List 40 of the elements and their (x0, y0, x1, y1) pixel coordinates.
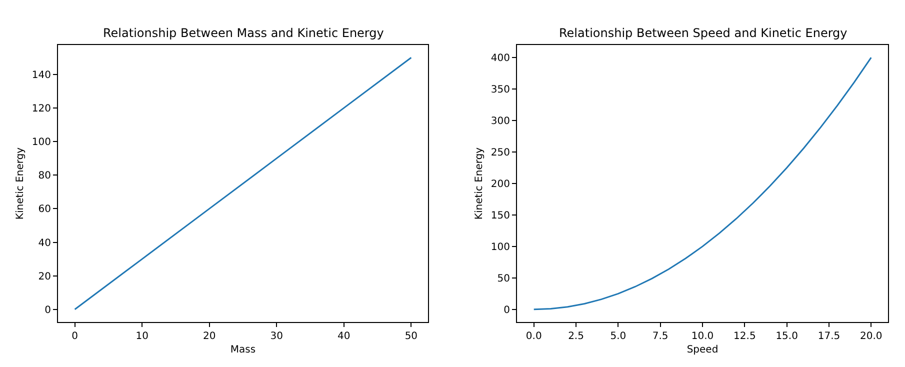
y-tick-label: 400 (490, 53, 510, 64)
x-tick-label: 10 (136, 331, 148, 342)
x-axis-title: Speed (686, 344, 718, 356)
x-tick-label: 50 (404, 331, 418, 342)
x-tick-label: 40 (338, 331, 350, 342)
y-axis-title: Kinetic Energy (474, 147, 485, 220)
x-tick-label: 5.0 (610, 331, 626, 342)
y-tick-label: 140 (32, 70, 51, 81)
line-series (74, 56, 412, 310)
x-tick-label: 0 (72, 331, 78, 342)
y-tick-label: 80 (38, 170, 51, 182)
y-tick-label: 150 (490, 210, 510, 222)
y-tick-label: 0 (504, 304, 510, 316)
x-tick-label: 0.0 (526, 331, 542, 342)
x-tick-label: 7.5 (652, 331, 668, 342)
y-axis-title: Kinetic Energy (14, 147, 26, 220)
x-tick-label: 30 (270, 331, 284, 342)
x-tick-label: 12.5 (734, 331, 756, 342)
y-tick-label: 250 (490, 148, 510, 159)
line-series (533, 56, 872, 310)
y-tick-label: 200 (490, 179, 510, 190)
y-tick-label: 40 (38, 238, 51, 249)
y-tick-label: 20 (38, 271, 51, 282)
chart-title: Relationship Between Speed and Kinetic Energy (559, 26, 848, 40)
x-axis-title: Mass (230, 344, 256, 356)
y-tick-label: 60 (38, 204, 51, 216)
x-tick-label: 20.0 (860, 331, 882, 342)
x-tick-label: 20 (202, 331, 216, 342)
y-tick-label: 120 (32, 103, 51, 114)
x-tick-label: 15.0 (776, 331, 798, 342)
x-tick-label: 17.5 (818, 331, 840, 342)
y-tick-label: 50 (497, 273, 510, 284)
y-tick-label: 100 (32, 137, 51, 148)
x-tick-label: 2.5 (568, 331, 584, 342)
y-tick-label: 100 (490, 242, 510, 253)
y-tick-label: 300 (490, 116, 510, 128)
chart-title: Relationship Between Mass and Kinetic Energy (103, 26, 384, 40)
x-tick-label: 10.0 (691, 331, 714, 342)
y-tick-label: 0 (44, 304, 51, 316)
y-tick-label: 350 (490, 84, 510, 96)
